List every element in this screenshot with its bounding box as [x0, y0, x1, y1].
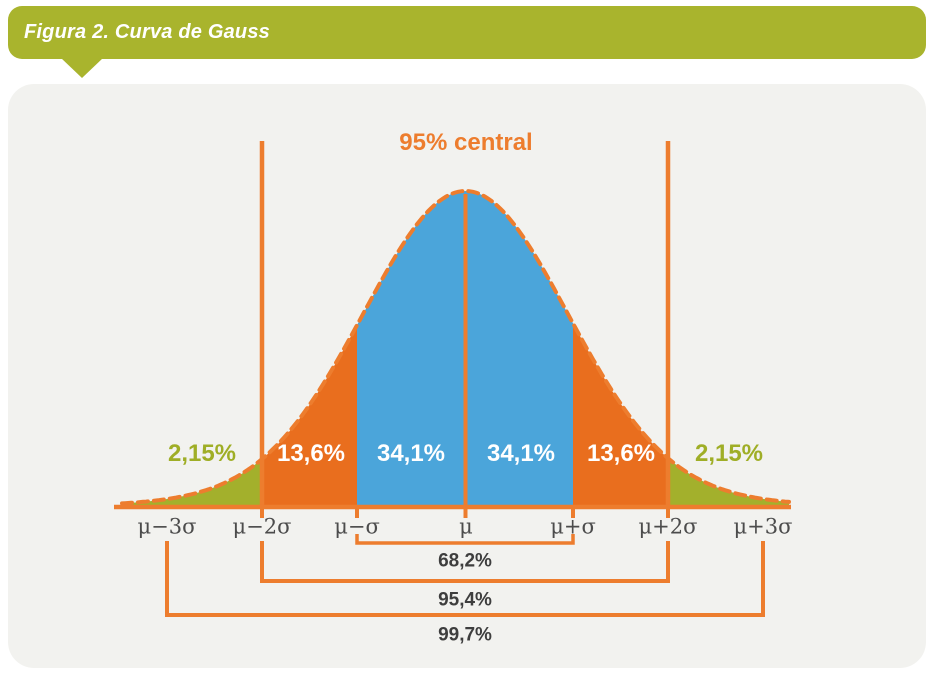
region-label-34.1-left: 34,1%	[376, 440, 446, 467]
axis-label-mu-minus-sigma: μ−σ	[334, 514, 380, 539]
region-label-2.15-right: 2,15%	[694, 440, 764, 467]
axis-label-mu-minus-2sigma: μ−2σ	[232, 514, 292, 539]
header-pointer-triangle	[61, 58, 103, 78]
axis-label-mu-plus-3sigma: μ+3σ	[733, 514, 793, 539]
bracket-label-99.7: 99,7%	[438, 624, 492, 646]
axis-label-mu-minus-3sigma: μ−3σ	[137, 514, 197, 539]
region-label-2.15-left: 2,15%	[167, 440, 237, 467]
axis-label-mu-plus-2sigma: μ+2σ	[638, 514, 698, 539]
central-95-annotation: 95% central	[399, 129, 533, 156]
gauss-curve-dashed-outline	[120, 189, 791, 506]
bracket-68-percent	[355, 534, 575, 545]
bracket-95-percent	[260, 541, 670, 583]
axis-label-mu: μ	[459, 514, 473, 539]
region-tail-right	[668, 458, 789, 507]
region-label-13.6-left: 13,6%	[276, 440, 346, 467]
bracket-99-percent	[165, 541, 765, 617]
figure-title: Figura 2. Curva de Gauss	[24, 21, 270, 43]
bracket-label-68.2: 68,2%	[438, 550, 492, 572]
region-1to2sigma-left	[262, 325, 357, 507]
bracket-label-95.4: 95,4%	[438, 589, 492, 611]
axis-label-mu-plus-sigma: μ+σ	[550, 514, 596, 539]
region-1to2sigma-right	[573, 323, 668, 507]
region-tail-left	[122, 459, 262, 507]
region-label-13.6-right: 13,6%	[586, 440, 656, 467]
x-axis-ticks	[260, 509, 670, 518]
region-label-34.1-right: 34,1%	[486, 440, 556, 467]
figure-header-bar: Figura 2. Curva de Gauss	[8, 6, 926, 59]
